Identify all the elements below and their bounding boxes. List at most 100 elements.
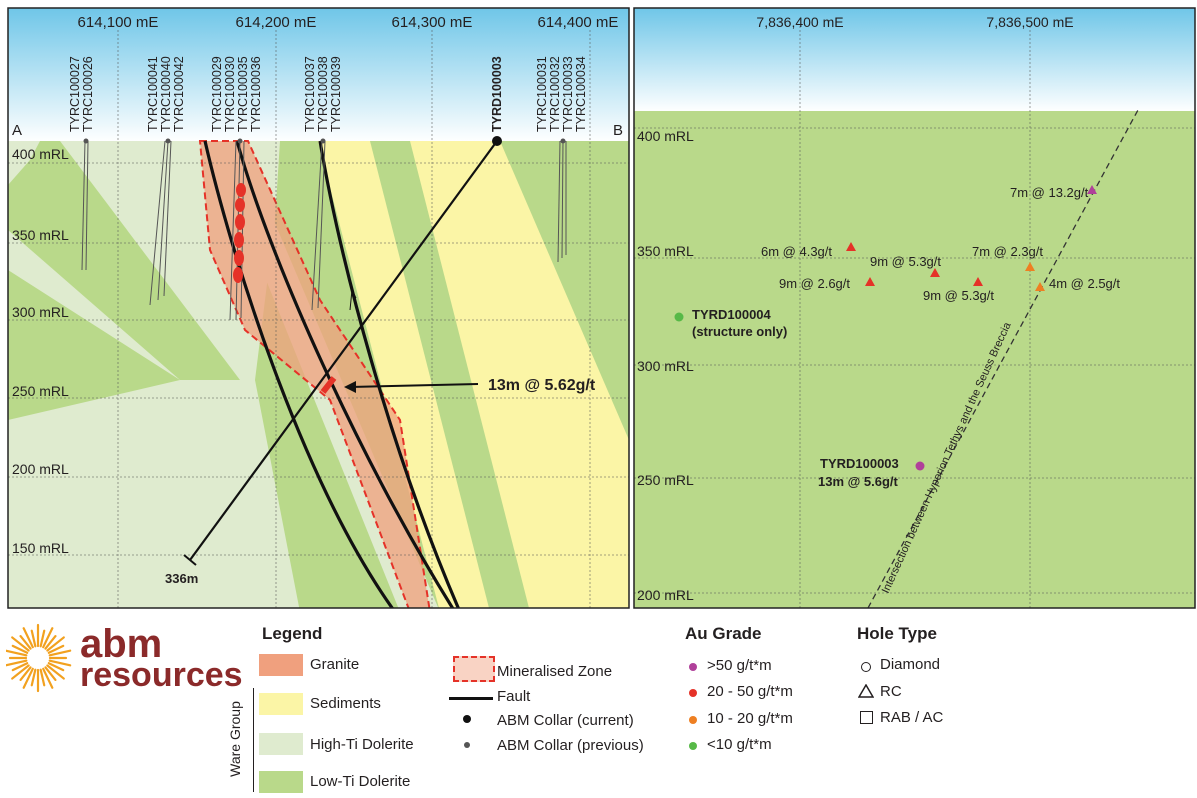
- northing-label: 7,836,400 mE: [756, 14, 843, 30]
- faults: [203, 140, 461, 608]
- rl-label: 150 mRL: [12, 540, 69, 556]
- logo-ray: [11, 636, 30, 652]
- hole-type-title: Hole Type: [857, 624, 937, 643]
- right-section: [634, 8, 1195, 608]
- left-section: [8, 8, 629, 608]
- legend-sediments: Sediments: [310, 695, 381, 712]
- au-grade-title: Au Grade: [685, 624, 762, 643]
- previous-drill-traces: [81, 140, 567, 321]
- intercept-label: 7m @ 2.3g/t: [972, 244, 1043, 259]
- rc-intercepts: [233, 183, 246, 283]
- legend-granite: Granite: [310, 656, 360, 673]
- grade-label: <10 g/t*m: [707, 736, 772, 753]
- hole-id: TYRC100035: [236, 56, 250, 132]
- logo-ray: [11, 664, 30, 680]
- logo-ray: [19, 666, 32, 681]
- pointer-arrowhead: [344, 381, 356, 393]
- hole-type-label: Diamond: [880, 656, 941, 673]
- sediment-band-1: [318, 141, 489, 608]
- intercept-label: 9m @ 2.6g/t: [779, 276, 850, 291]
- group-bracket: [253, 688, 254, 792]
- logo-ray: [11, 644, 29, 654]
- logo-ray: [22, 627, 34, 649]
- rl-label: 400 mRL: [12, 146, 69, 162]
- intercept-label: 4m @ 2.5g/t: [1049, 276, 1120, 291]
- rc-marker-20-50: [930, 268, 940, 277]
- diamond-marker-gt50: [915, 461, 925, 471]
- section-figure: 614,100 mE 614,200 mE 614,300 mE 614,400…: [7, 7, 1196, 609]
- logo-ray: [47, 662, 65, 672]
- current-collar-dot: [463, 715, 471, 723]
- easting-labels: 614,100 mE 614,200 mE 614,300 mE 614,400…: [78, 14, 619, 31]
- sediments-swatch: [259, 693, 303, 715]
- right-rl-labels: 400 mRL 350 mRL 300 mRL 250 mRL 200 mRL: [637, 128, 694, 603]
- logo-ray: [46, 664, 65, 680]
- logo-ray: [6, 659, 28, 667]
- grade-label: >50 g/t*m: [707, 657, 772, 674]
- rc-marker-10-20: [1035, 282, 1045, 291]
- intercept-label: 6m @ 4.3g/t: [761, 244, 832, 259]
- fault-1: [203, 140, 395, 608]
- low-ti-dolerite-base: [634, 111, 1195, 608]
- rl-label: 400 mRL: [637, 128, 694, 144]
- current-collar: [492, 136, 502, 146]
- main-intercept: [320, 376, 337, 394]
- hole-end-tick: [183, 554, 197, 566]
- hole-id: TYRC100032: [548, 56, 562, 132]
- diamond-marker-lt10: [674, 312, 684, 322]
- left-frame: [7, 7, 630, 609]
- legend-high-ti: High-Ti Dolerite: [310, 736, 414, 753]
- abm-logo: abm resources: [6, 618, 246, 698]
- rc-marker-20-50: [865, 277, 875, 286]
- logo-ray: [30, 668, 37, 687]
- left-grid: [8, 30, 629, 608]
- hole-id: TYRC100030: [223, 56, 237, 132]
- logo-ray: [39, 629, 46, 648]
- intercept-label: 9m @ 5.3g/t: [923, 288, 994, 303]
- logo-ray: [48, 659, 72, 667]
- easting-label: 614,400 mE: [538, 14, 619, 31]
- rc-marker-20-50: [973, 277, 983, 286]
- northing-labels: 7,836,400 mE 7,836,500 mE: [756, 14, 1073, 30]
- logo-ray: [42, 667, 54, 689]
- grade-dot-gt50: [689, 663, 697, 671]
- logo-ray: [11, 662, 29, 672]
- logo-ray: [39, 668, 46, 687]
- depth-label: 336m: [165, 571, 198, 586]
- mineralised-zone-outline: [198, 140, 431, 608]
- legend-collar-current: ABM Collar (current): [497, 712, 634, 729]
- grade-label: 20 - 50 g/t*m: [707, 683, 793, 700]
- grade-dot-10-20: [689, 716, 697, 724]
- easting-label: 614,100 mE: [78, 14, 159, 31]
- hole-id: TYRC100033: [561, 56, 575, 132]
- rl-label: 350 mRL: [637, 243, 694, 259]
- rl-label: 300 mRL: [12, 304, 69, 320]
- sky: [8, 8, 629, 142]
- hole-id: TYRC100037: [303, 56, 317, 132]
- legend-fault: Fault: [497, 688, 531, 705]
- logo-ray: [22, 667, 34, 689]
- logo-ray: [42, 627, 54, 649]
- left-rl-labels: 400 mRL 350 mRL 300 mRL 250 mRL 200 mRL …: [12, 146, 69, 556]
- ware-group-label: Ware Group: [226, 701, 243, 777]
- hole-label: TYRD100003: [820, 456, 899, 471]
- hole-id: TYRC100036: [249, 56, 263, 132]
- grade-label: 10 - 20 g/t*m: [707, 710, 793, 727]
- intercept-pointer: [349, 383, 479, 388]
- rl-label: 200 mRL: [637, 587, 694, 603]
- fault-2: [235, 140, 455, 608]
- hole-label: TYRD100004: [692, 307, 772, 322]
- hole-id: TYRC100038: [316, 56, 330, 132]
- previous-collar-dot: [464, 742, 470, 748]
- intercept-label: 7m @ 13.2g/t: [1010, 185, 1089, 200]
- hole-id: TYRC100026: [81, 56, 95, 132]
- logo-ray: [44, 666, 57, 681]
- rc-marker-20-50: [846, 242, 856, 251]
- hole-id: TYRC100041: [146, 56, 160, 132]
- hole-id: TYRC100027: [68, 56, 82, 132]
- rl-label: 200 mRL: [12, 461, 69, 477]
- diamond-hole-trace: [189, 140, 498, 561]
- easting-label: 614,300 mE: [392, 14, 473, 31]
- fault-3: [318, 140, 461, 608]
- logo-ray: [47, 644, 65, 654]
